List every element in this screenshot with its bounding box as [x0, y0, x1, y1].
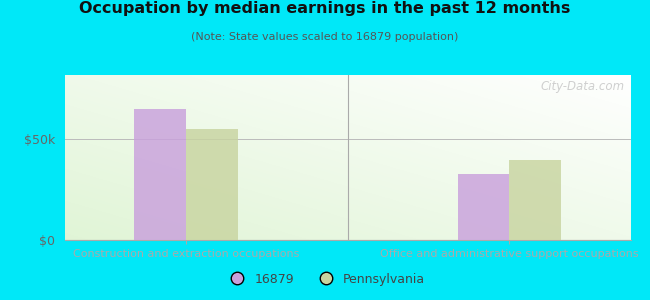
- Bar: [135, 109, 186, 240]
- Text: Occupation by median earnings in the past 12 months: Occupation by median earnings in the pas…: [79, 2, 571, 16]
- Text: City-Data.com: City-Data.com: [541, 80, 625, 93]
- Bar: [510, 160, 561, 240]
- Legend: 16879, Pennsylvania: 16879, Pennsylvania: [220, 268, 430, 291]
- Text: (Note: State values scaled to 16879 population): (Note: State values scaled to 16879 popu…: [191, 32, 459, 41]
- Bar: [186, 129, 238, 240]
- Bar: [458, 174, 510, 240]
